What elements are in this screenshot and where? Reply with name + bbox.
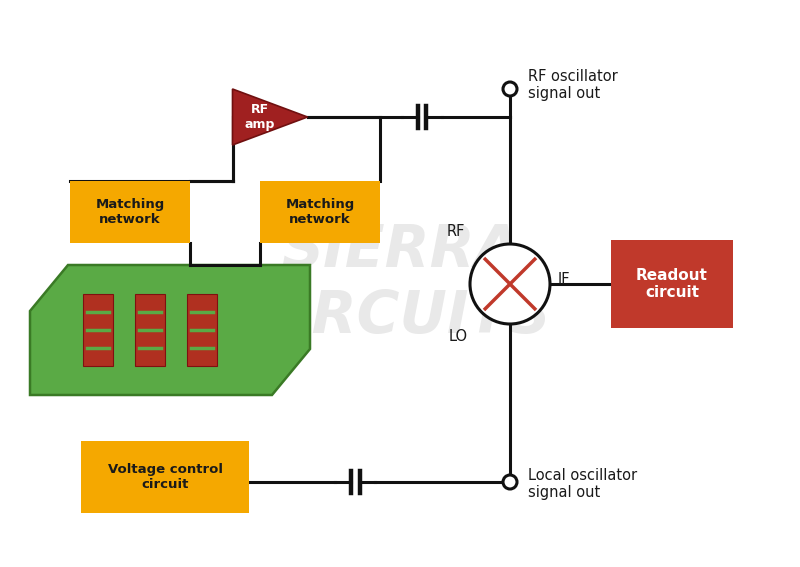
Circle shape (503, 82, 517, 96)
Circle shape (470, 244, 550, 324)
Text: RF oscillator
signal out: RF oscillator signal out (528, 69, 618, 101)
Text: SIERRA
CIRCUITS: SIERRA CIRCUITS (248, 222, 552, 345)
FancyBboxPatch shape (260, 181, 380, 243)
FancyBboxPatch shape (81, 441, 249, 513)
Text: LO: LO (449, 329, 468, 344)
Text: Local oscillator
signal out: Local oscillator signal out (528, 468, 637, 500)
Text: RF
amp: RF amp (245, 103, 275, 131)
Text: RF: RF (446, 224, 465, 239)
Polygon shape (233, 89, 307, 145)
FancyBboxPatch shape (83, 294, 113, 366)
Text: Readout
circuit: Readout circuit (636, 268, 708, 300)
Text: IF: IF (558, 272, 570, 286)
FancyBboxPatch shape (135, 294, 165, 366)
Circle shape (503, 475, 517, 489)
Text: Voltage control
circuit: Voltage control circuit (107, 463, 222, 491)
Polygon shape (30, 265, 310, 395)
Text: Matching
network: Matching network (95, 198, 165, 226)
FancyBboxPatch shape (187, 294, 217, 366)
Text: Matching
network: Matching network (286, 198, 354, 226)
FancyBboxPatch shape (611, 240, 733, 328)
FancyBboxPatch shape (70, 181, 190, 243)
